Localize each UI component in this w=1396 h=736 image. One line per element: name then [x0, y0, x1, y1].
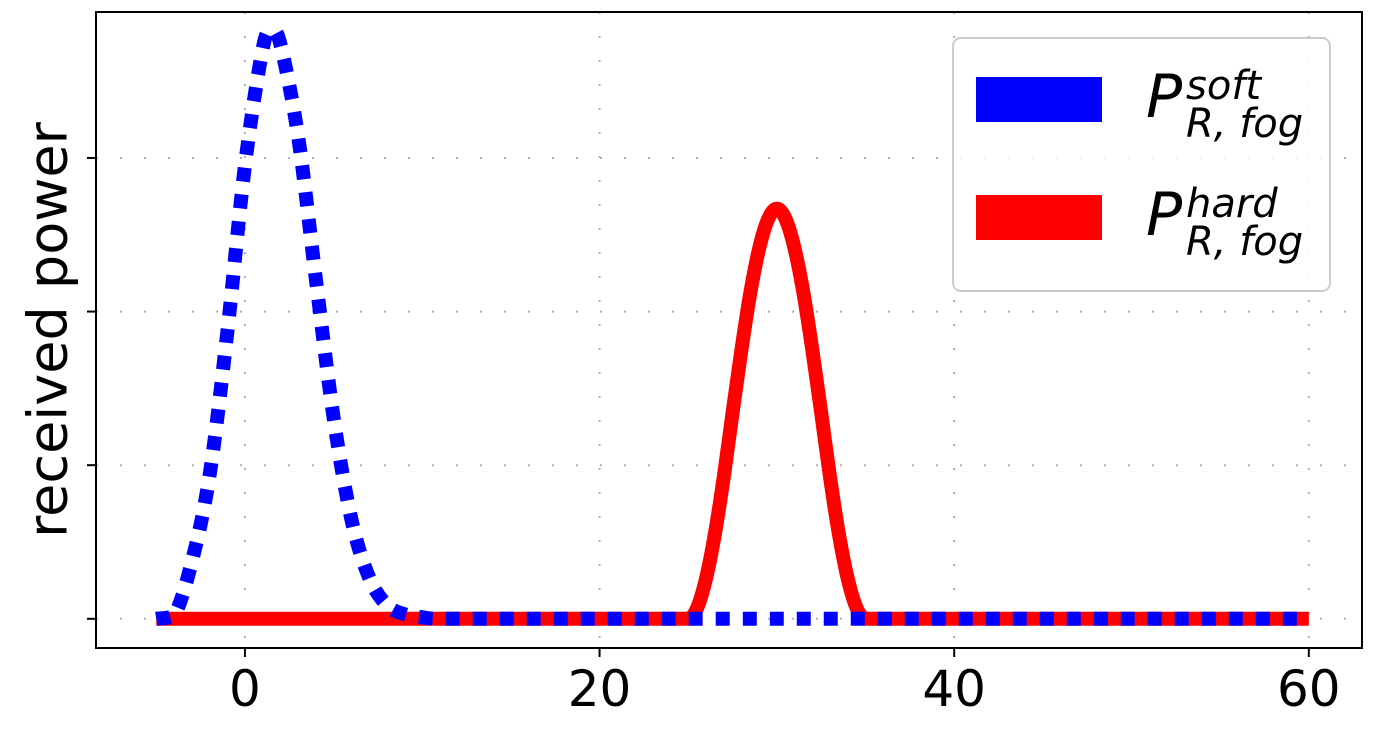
- series-layer: [155, 24, 1309, 626]
- x-tick-label: 40: [922, 660, 986, 718]
- legend-label-sub: R, fog: [1186, 101, 1303, 147]
- x-tick-label: 0: [229, 660, 261, 718]
- legend-label-sup: soft: [1186, 63, 1262, 109]
- legend-label-main: P: [1146, 62, 1183, 132]
- x-tick-label: 60: [1277, 660, 1341, 718]
- x-tick-label: 20: [568, 660, 632, 718]
- y-axis-label: received power: [17, 121, 80, 537]
- legend-label-sup: hard: [1186, 181, 1278, 227]
- legend-label-main: P: [1146, 180, 1183, 250]
- series-line-soft: [155, 24, 1309, 626]
- ticks: 0 20 40 60: [87, 156, 1341, 718]
- plot-frame: [95, 11, 1363, 649]
- legend-label-sub: R, fog: [1186, 219, 1303, 265]
- legend-handle: [976, 77, 1102, 122]
- legend-handle: [976, 195, 1102, 240]
